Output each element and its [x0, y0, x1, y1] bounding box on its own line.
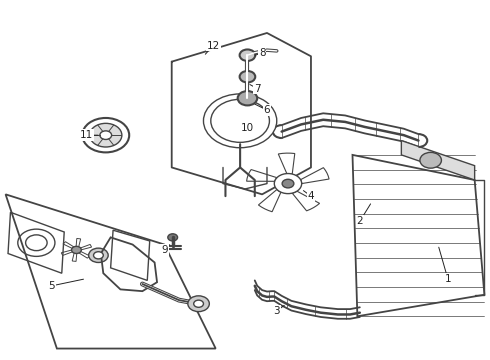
Circle shape	[240, 71, 255, 82]
Circle shape	[203, 94, 277, 148]
Text: 7: 7	[254, 84, 261, 94]
Circle shape	[188, 296, 209, 312]
Text: 12: 12	[207, 41, 220, 50]
Text: 2: 2	[357, 216, 363, 226]
Circle shape	[89, 248, 108, 262]
Circle shape	[94, 252, 103, 259]
Text: 6: 6	[264, 105, 270, 115]
Circle shape	[420, 152, 441, 168]
Polygon shape	[401, 140, 475, 180]
Circle shape	[274, 174, 302, 194]
Text: 11: 11	[79, 130, 93, 140]
Text: 3: 3	[273, 306, 280, 316]
Polygon shape	[5, 194, 216, 348]
Circle shape	[90, 123, 122, 147]
Text: 8: 8	[259, 48, 266, 58]
Circle shape	[282, 179, 294, 188]
Text: 5: 5	[49, 281, 55, 291]
Circle shape	[168, 234, 177, 241]
Text: 10: 10	[241, 123, 254, 133]
Text: 9: 9	[161, 245, 168, 255]
Circle shape	[194, 300, 203, 307]
Circle shape	[82, 118, 129, 152]
Circle shape	[240, 49, 255, 61]
Circle shape	[72, 246, 81, 253]
Text: 4: 4	[308, 191, 314, 201]
Circle shape	[238, 91, 257, 105]
Text: 1: 1	[444, 274, 451, 284]
Circle shape	[100, 131, 112, 139]
